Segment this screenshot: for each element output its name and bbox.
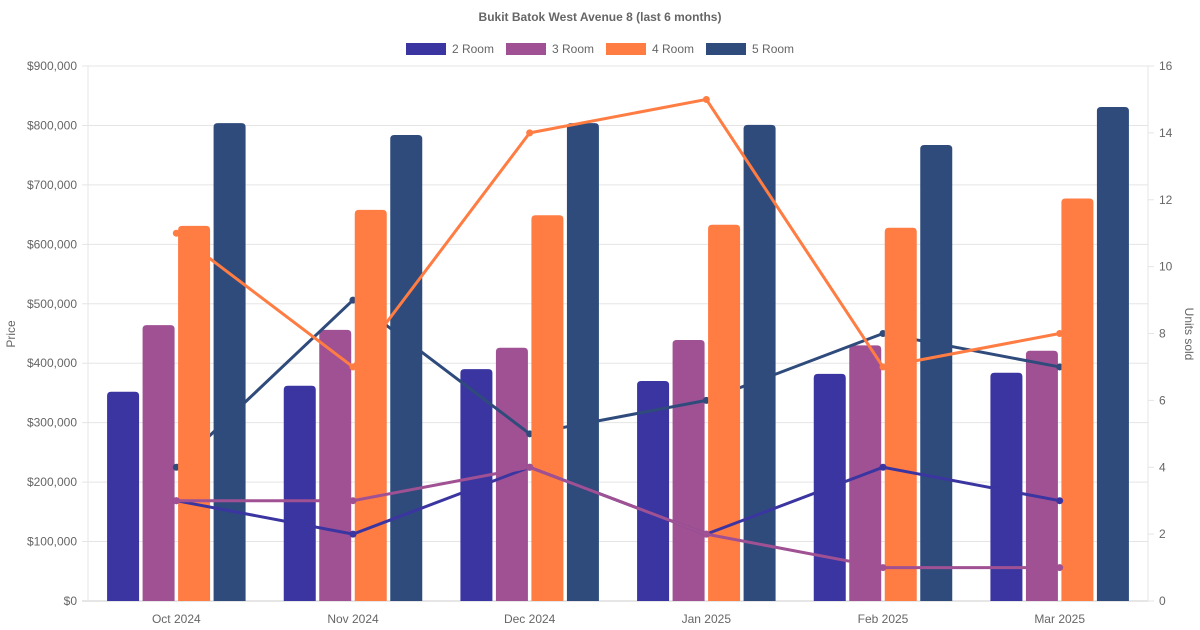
y2-tick-label: 0 <box>1159 594 1166 608</box>
x-tick-label: Feb 2025 <box>858 612 909 626</box>
y-tick-label: $300,000 <box>27 416 77 430</box>
y2-axis-ticks: 0 2 4 6 8 10 12 14 16 <box>1148 59 1173 608</box>
bar[interactable] <box>460 369 493 601</box>
bar[interactable] <box>743 124 776 601</box>
bar[interactable] <box>566 123 599 602</box>
y2-tick-label: 14 <box>1159 126 1173 140</box>
bar-series-3 <box>213 107 1129 602</box>
bar[interactable] <box>1025 350 1058 601</box>
line-point[interactable] <box>702 95 710 103</box>
line-point[interactable] <box>526 463 534 471</box>
bar[interactable] <box>283 385 316 601</box>
bar[interactable] <box>178 225 211 601</box>
y-tick-label: $700,000 <box>27 178 77 192</box>
y-tick-label: $800,000 <box>27 118 77 132</box>
line-point[interactable] <box>1056 497 1064 505</box>
legend-swatch-2-room <box>405 43 446 55</box>
y-tick-label: $600,000 <box>27 237 77 251</box>
line-point[interactable] <box>879 463 887 471</box>
chart-marks <box>107 95 1129 602</box>
legend-item-4-room[interactable]: 4 Room <box>606 42 694 56</box>
line-point[interactable] <box>1056 564 1064 572</box>
line-series-1 <box>172 463 1064 572</box>
y-tick-label: $400,000 <box>27 356 77 370</box>
x-tick-label: Dec 2024 <box>504 612 556 626</box>
series-line <box>175 97 1060 369</box>
legend-swatch-5-room <box>706 43 747 55</box>
bar[interactable] <box>107 391 140 601</box>
bar[interactable] <box>990 372 1023 601</box>
bar[interactable] <box>672 340 705 601</box>
x-tick-label: Jan 2025 <box>682 612 732 626</box>
line-point[interactable] <box>526 129 534 137</box>
bar[interactable] <box>884 227 917 601</box>
legend-label-3-room: 3 Room <box>551 42 594 56</box>
line-point[interactable] <box>172 229 180 237</box>
line-point[interactable] <box>349 530 357 538</box>
bar[interactable] <box>390 134 423 601</box>
legend-label-5-room: 5 Room <box>752 42 795 56</box>
line-series-2 <box>172 95 1064 371</box>
line-point[interactable] <box>879 564 887 572</box>
legend-item-3-room[interactable]: 3 Room <box>505 42 594 56</box>
legend-swatch-4-room <box>606 43 646 55</box>
y2-tick-label: 12 <box>1159 193 1173 207</box>
line-point[interactable] <box>349 497 357 505</box>
x-axis-ticks: Oct 2024 Nov 2024 Dec 2024 Jan 2025 Feb 2025… <box>152 612 1085 626</box>
legend-item-5-room[interactable]: 5 Room <box>706 42 794 56</box>
y2-tick-label: 2 <box>1159 527 1166 541</box>
bar-series-2 <box>178 198 1094 602</box>
bar[interactable] <box>319 329 352 601</box>
x-tick-label: Nov 2024 <box>327 612 379 626</box>
y-tick-label: $200,000 <box>27 475 77 489</box>
y2-tick-label: 16 <box>1159 59 1173 73</box>
x-tick-label: Oct 2024 <box>152 612 201 626</box>
y2-tick-label: 4 <box>1159 460 1166 474</box>
bar[interactable] <box>920 145 953 602</box>
legend: 2 Room 3 Room 4 Room 5 Room <box>0 42 1200 56</box>
bar[interactable] <box>1061 198 1094 602</box>
bar-series-0 <box>107 369 1023 601</box>
line-point[interactable] <box>172 497 180 505</box>
legend-label-2-room: 2 Room <box>451 42 494 56</box>
bar[interactable] <box>1096 107 1129 602</box>
line-point[interactable] <box>1056 330 1064 337</box>
y-tick-label: $500,000 <box>27 297 77 311</box>
line-point[interactable] <box>702 530 710 538</box>
x-tick-label: Mar 2025 <box>1034 612 1085 626</box>
y-tick-label: $0 <box>64 594 78 608</box>
y-axis-ticks: $0 $100,000 $200,000 $300,000 $400,000 $500,0… <box>27 59 77 608</box>
legend-item-2-room[interactable]: 2 Room <box>405 42 494 56</box>
y-tick-label: $900,000 <box>27 59 77 73</box>
legend-label-4-room: 4 Room <box>652 42 695 56</box>
series-line <box>176 465 1060 570</box>
bar[interactable] <box>531 215 564 601</box>
bar[interactable] <box>708 224 741 601</box>
line-point[interactable] <box>879 363 887 371</box>
gridlines <box>82 65 1149 602</box>
chart-title: Bukit Batok West Avenue 8 (last 6 months… <box>478 10 722 24</box>
legend-swatch-3-room <box>505 43 546 55</box>
y-tick-label: $100,000 <box>27 535 77 549</box>
bar[interactable] <box>213 123 246 602</box>
y2-tick-label: 10 <box>1159 260 1173 274</box>
bar[interactable] <box>354 209 387 601</box>
y2-tick-label: 8 <box>1159 327 1166 341</box>
bar[interactable] <box>142 325 175 601</box>
bar[interactable] <box>637 381 670 601</box>
line-point[interactable] <box>349 363 357 371</box>
y-axis-title: Price <box>4 320 18 348</box>
y2-tick-label: 6 <box>1159 393 1166 407</box>
y2-axis-title: Units sold <box>1182 308 1196 361</box>
